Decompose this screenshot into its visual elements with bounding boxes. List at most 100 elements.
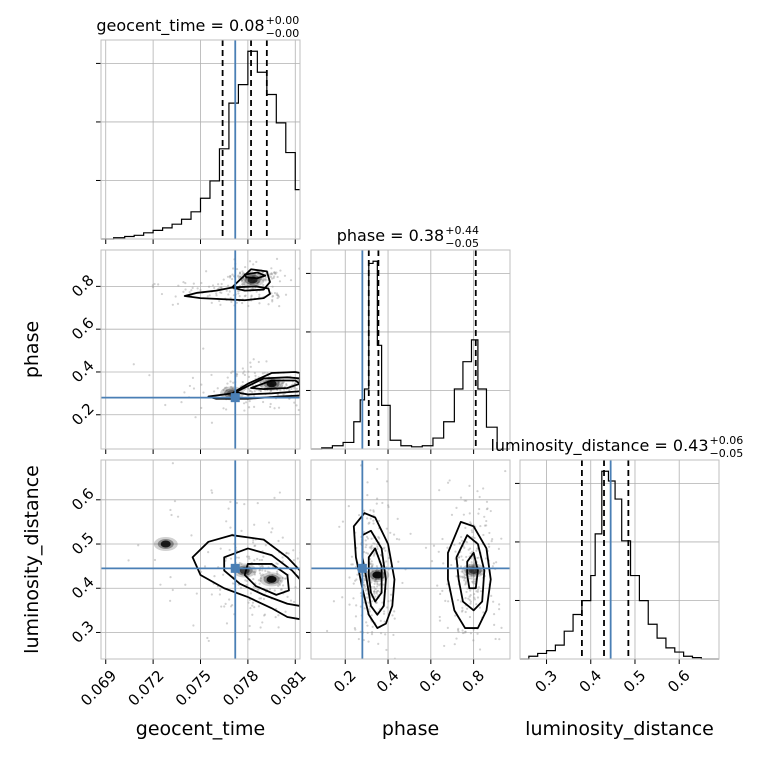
sample-point xyxy=(473,564,476,567)
sample-point xyxy=(470,564,473,567)
sample-point xyxy=(379,553,382,557)
sample-point xyxy=(257,605,261,608)
sample-point xyxy=(503,701,505,703)
sample-point xyxy=(477,512,480,515)
tick-label-y-luminosity_distance: 0.3 xyxy=(68,617,98,647)
sample-point xyxy=(223,386,227,389)
sample-point xyxy=(225,289,228,292)
tick-label-y-phase: 0.2 xyxy=(68,399,98,429)
tick-label-x-phase: 0.8 xyxy=(459,667,489,697)
sample-point xyxy=(374,578,378,582)
sample-point xyxy=(363,577,366,580)
sample-point xyxy=(259,385,262,388)
sample-point xyxy=(272,276,275,280)
sample-point xyxy=(206,636,209,640)
sample-point xyxy=(289,599,293,602)
sample-point xyxy=(269,389,272,392)
sample-point xyxy=(241,380,244,384)
sample-point xyxy=(322,578,324,580)
sample-point xyxy=(365,543,368,546)
sample-point xyxy=(251,287,255,290)
sample-point xyxy=(315,388,317,390)
sample-point xyxy=(367,640,370,643)
sample-point xyxy=(376,547,379,551)
panel-frame xyxy=(100,249,301,450)
sample-point xyxy=(473,571,476,574)
panel-title-plus: +0.44 xyxy=(445,224,479,237)
sample-point xyxy=(292,600,296,604)
sample-point xyxy=(463,499,466,502)
sample-point xyxy=(372,554,376,557)
sample-point xyxy=(276,383,279,386)
sample-point xyxy=(238,561,241,565)
sample-point xyxy=(303,604,305,606)
sample-point xyxy=(371,577,374,580)
tick-label-x-geocent_time: 0.069 xyxy=(77,667,120,710)
sample-point xyxy=(215,292,218,295)
sample-point xyxy=(254,374,257,377)
sample-point xyxy=(377,569,380,572)
sample-point xyxy=(276,562,279,566)
sample-point xyxy=(259,380,262,384)
sample-point xyxy=(469,569,472,572)
sample-point xyxy=(251,601,255,604)
sample-point xyxy=(444,599,447,602)
sample-point xyxy=(468,512,471,515)
sample-point xyxy=(220,291,223,294)
sample-point xyxy=(247,394,250,398)
sample-point xyxy=(230,371,233,374)
sample-point xyxy=(288,389,291,392)
sample-point xyxy=(195,592,198,595)
sample-point xyxy=(231,386,234,389)
sample-point xyxy=(385,480,389,483)
sample-point xyxy=(252,585,255,588)
sample-point xyxy=(378,659,380,661)
sample-point xyxy=(339,545,341,547)
sample-point xyxy=(472,563,475,566)
sample-point xyxy=(274,616,277,619)
sample-point xyxy=(245,579,249,583)
sample-point xyxy=(231,267,235,270)
sample-point xyxy=(307,598,309,600)
sample-point xyxy=(488,545,491,548)
sample-point xyxy=(473,571,476,574)
sample-point xyxy=(471,531,474,534)
tick-label-x-phase: 0.6 xyxy=(416,667,446,697)
sample-point xyxy=(385,648,388,652)
sample-point xyxy=(235,373,239,376)
sample-point xyxy=(219,588,222,591)
sample-point xyxy=(436,584,439,587)
density-contour xyxy=(191,534,300,621)
sample-point xyxy=(319,280,321,282)
sample-point xyxy=(269,390,273,393)
sample-point xyxy=(220,286,223,289)
sample-point xyxy=(241,283,244,287)
sample-point xyxy=(468,484,471,488)
sample-point xyxy=(368,546,371,549)
sample-point xyxy=(472,628,475,631)
sample-point xyxy=(446,583,449,586)
tick-label-x-luminosity_distance: 0.6 xyxy=(664,667,694,697)
sample-point xyxy=(238,295,241,298)
sample-point xyxy=(281,560,284,563)
axis-label-y-luminosity_distance: luminosity_distance xyxy=(21,465,43,654)
sample-point xyxy=(269,275,273,278)
sample-point xyxy=(249,592,253,595)
density-contour xyxy=(367,547,383,603)
sample-point xyxy=(231,370,234,373)
sample-point xyxy=(482,611,485,614)
sample-point xyxy=(373,590,376,593)
sample-point xyxy=(285,552,288,555)
sample-point xyxy=(169,576,172,579)
sample-point xyxy=(459,496,463,499)
sample-point xyxy=(238,271,242,274)
sample-point xyxy=(275,562,278,565)
sample-point xyxy=(164,403,167,407)
sample-point xyxy=(276,294,279,297)
sample-point xyxy=(246,387,250,390)
sample-point xyxy=(469,594,472,597)
sample-point xyxy=(226,376,229,379)
sample-point xyxy=(303,382,305,384)
tick-label-y-luminosity_distance: 0.4 xyxy=(68,573,98,603)
sample-point xyxy=(247,274,250,277)
